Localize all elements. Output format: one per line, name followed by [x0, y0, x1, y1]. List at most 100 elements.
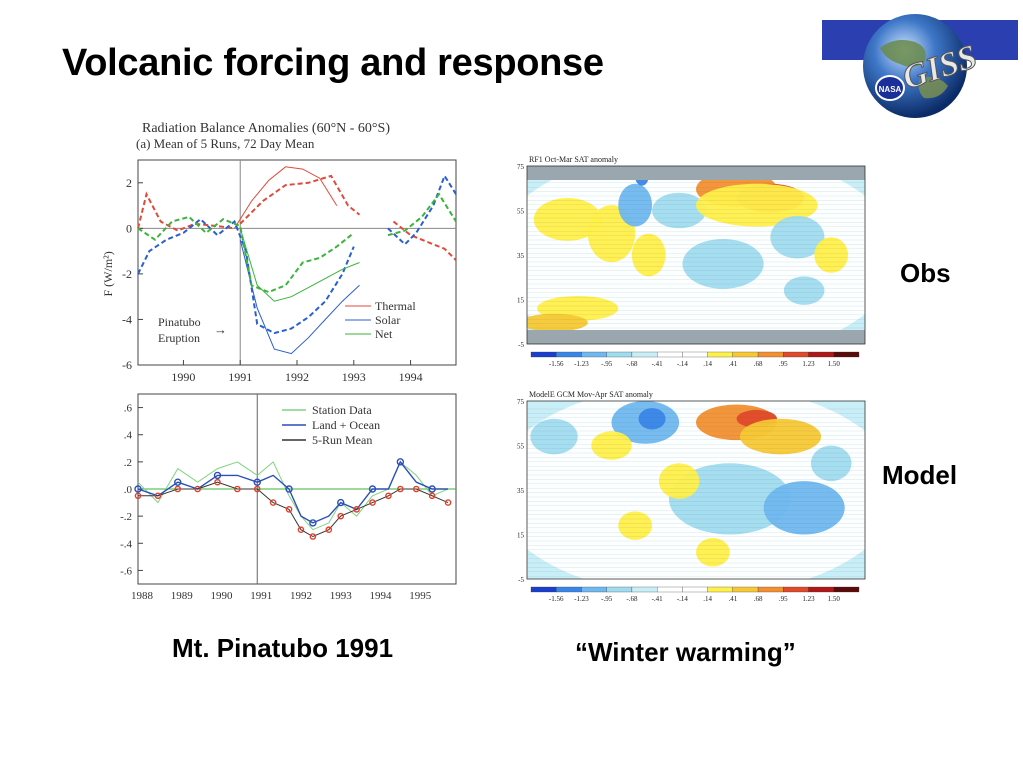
lat-tick-label: 35	[517, 252, 525, 260]
colorbar-cell	[757, 351, 784, 358]
x-tick-label: 1989	[171, 590, 194, 602]
model-sat-anomaly-map: ModelE GCM Mov-Apr SAT anomaly 75 55 35 15 -5…	[517, 390, 866, 603]
colorbar-cell	[581, 586, 607, 593]
colorbar-tick-label: 1.23	[802, 595, 815, 603]
colorbar-tick-label: .41	[728, 595, 737, 603]
legend-label: Station Data	[312, 403, 372, 417]
series-dashed-line	[137, 215, 355, 294]
x-tick-label: 1990	[211, 590, 234, 602]
colorbar-tick-label: -.95	[601, 360, 613, 368]
colorbar-cell	[556, 351, 582, 358]
y-tick-label: .4	[124, 430, 133, 442]
model-label: Model	[882, 460, 958, 490]
map-title: RF1 Oct-Mar SAT anomaly	[529, 155, 618, 164]
data-point	[309, 519, 317, 527]
y-tick-label: 2	[126, 176, 132, 190]
colorbar-cell	[707, 351, 733, 358]
anomaly-patch	[638, 408, 666, 430]
data-point	[194, 485, 201, 493]
y-tick-label: .2	[124, 457, 132, 469]
x-tick-label: 1988	[131, 590, 154, 602]
lat-tick-label: 75	[517, 398, 525, 406]
lat-tick-label: 35	[517, 487, 525, 495]
anomaly-patch	[618, 511, 653, 540]
caption-pinatubo: Mt. Pinatubo 1991	[172, 633, 394, 663]
legend-label: Net	[375, 327, 393, 341]
colorbar-tick-label: 1.50	[828, 595, 841, 603]
legend-label: Solar	[375, 313, 400, 327]
chart-subtitle: (a) Mean of 5 Runs, 72 Day Mean	[136, 136, 315, 151]
obs-label: Obs	[900, 258, 951, 288]
x-tick-label: 1994	[399, 370, 423, 384]
anomaly-patch	[652, 192, 707, 229]
colorbar-tick-label: .95	[779, 360, 788, 368]
data-point	[325, 526, 333, 534]
anomaly-patch	[696, 183, 818, 227]
colorbar-tick-label: .95	[779, 595, 788, 603]
anomaly-patch	[814, 237, 849, 273]
map-frame	[526, 165, 866, 345]
colorbar-cell	[833, 586, 860, 593]
anomaly-patch	[618, 183, 653, 227]
series-dashed-line	[392, 220, 457, 261]
logo-badge-text: NASA	[879, 85, 902, 94]
series-solid-line	[239, 228, 360, 302]
y-tick-label: -2	[122, 267, 132, 281]
colorbar-cell	[732, 586, 759, 593]
lat-tick-label: 15	[517, 532, 525, 540]
anomaly-patch	[591, 431, 632, 460]
anomaly-patch	[783, 276, 825, 305]
lat-tick-label: 55	[517, 443, 525, 451]
colorbar-tick-label: -1.23	[574, 595, 589, 603]
series-solid-line	[239, 239, 360, 355]
x-tick-label: 1992	[290, 590, 312, 602]
colorbar-tick-label: .14	[703, 595, 712, 603]
y-tick-label: -.6	[120, 565, 132, 577]
annotation-line2: Eruption	[158, 331, 200, 345]
colorbar-cell	[631, 351, 658, 358]
data-point	[428, 492, 436, 500]
data-point	[253, 485, 261, 493]
legend-label: Thermal	[375, 299, 416, 313]
data-point	[353, 506, 360, 513]
lat-tick-label: 55	[517, 208, 525, 216]
data-point	[368, 485, 377, 493]
colorbar-cell	[783, 351, 809, 358]
data-point	[385, 492, 392, 500]
temperature-anomaly-chart: .6 .4 .2 .0 -.2 -.4 -.6 1988 1989 1990 1991 1992 199…	[120, 393, 457, 602]
colorbar-tick-label: .68	[754, 595, 763, 603]
x-tick-label: 1991	[250, 590, 272, 602]
colorbar-cell	[808, 351, 834, 358]
series-line	[137, 460, 448, 524]
anomaly-patch	[770, 215, 825, 259]
anomaly-field	[527, 401, 865, 579]
y-tick-label: -.4	[120, 538, 132, 550]
anomaly-patch	[530, 418, 578, 455]
colorbar-cell	[732, 351, 759, 358]
series-dashed-line	[137, 191, 235, 232]
caption-winter-warming: “Winter warming”	[575, 637, 796, 667]
data-point	[309, 533, 317, 540]
data-point	[396, 458, 405, 466]
slide-title: Volcanic forcing and response	[62, 42, 604, 84]
data-point	[412, 485, 420, 493]
colorbar-cell	[606, 586, 633, 593]
data-point	[134, 492, 142, 500]
series-line	[138, 481, 449, 538]
y-tick-label: 0	[126, 221, 132, 235]
colorbar-cell	[808, 586, 834, 593]
colorbar-cell	[581, 351, 607, 358]
obs-sat-anomaly-map: RF1 Oct-Mar SAT anomaly 75 55 35 15 -5 -1.56 -1…	[517, 155, 866, 368]
anomaly-patch	[763, 481, 845, 535]
colorbar-cell	[657, 586, 683, 593]
x-tick-label: 1993	[330, 590, 353, 602]
colorbar-tick-label: -.14	[677, 360, 689, 368]
chart-title: Radiation Balance Anomalies (60°N - 60°S…	[142, 121, 390, 136]
nasa-badge-icon	[875, 75, 905, 101]
annotation-arrow: →	[214, 322, 227, 337]
data-point	[154, 492, 162, 500]
map-frame	[526, 400, 866, 580]
colorbar-cell	[530, 586, 557, 593]
anomaly-patch	[533, 198, 602, 241]
anomaly-patch	[810, 445, 852, 482]
